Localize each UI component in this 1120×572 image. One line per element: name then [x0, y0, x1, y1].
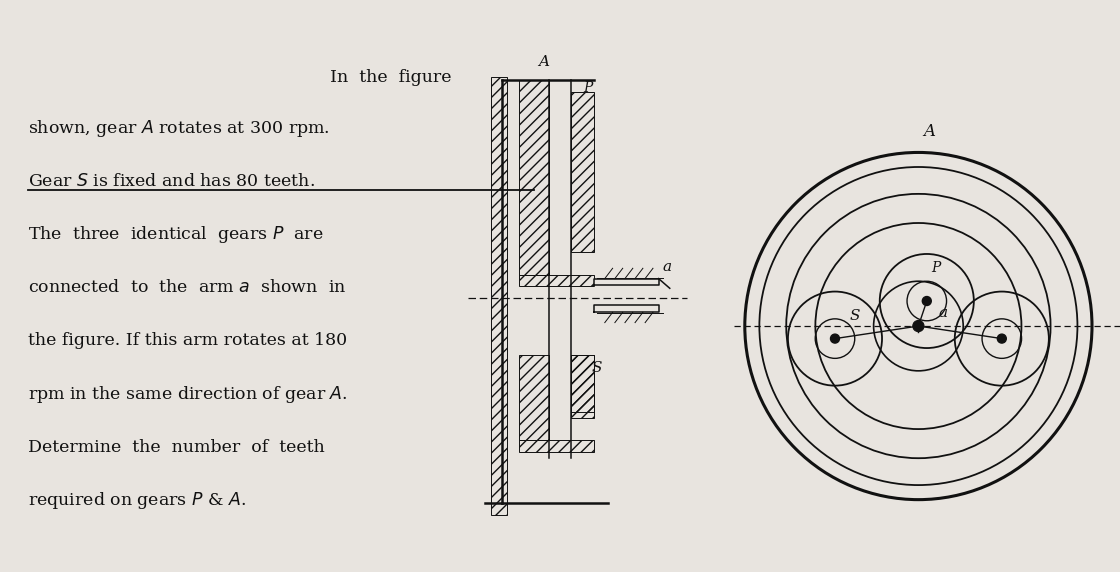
Text: shown, gear $\mathit{A}$ rotates at 300 rpm.: shown, gear $\mathit{A}$ rotates at 300 … [28, 118, 329, 139]
Text: A: A [538, 55, 549, 69]
Polygon shape [594, 305, 659, 312]
Text: S: S [591, 361, 603, 375]
Text: The  three  identical  gears $\mathit{P}$  are: The three identical gears $\mathit{P}$ a… [28, 224, 324, 245]
Text: P: P [584, 81, 592, 94]
Ellipse shape [922, 296, 931, 305]
Ellipse shape [745, 153, 1092, 499]
Text: a: a [939, 307, 948, 320]
Text: In  the  figure: In the figure [330, 69, 451, 86]
Polygon shape [594, 279, 659, 285]
Text: required on gears $\mathit{P}$ & $\mathit{A}$.: required on gears $\mathit{P}$ & $\mathi… [28, 490, 246, 511]
Text: Gear $\mathit{S}$ is fixed and has 80 teeth.: Gear $\mathit{S}$ is fixed and has 80 te… [28, 173, 315, 190]
Text: connected  to  the  arm $\mathit{a}$  shown  in: connected to the arm $\mathit{a}$ shown … [28, 279, 346, 296]
Text: rpm in the same direction of gear $\mathit{A}$.: rpm in the same direction of gear $\math… [28, 384, 347, 404]
Text: S: S [849, 309, 860, 323]
Ellipse shape [913, 320, 924, 332]
Text: the figure. If this arm rotates at 180: the figure. If this arm rotates at 180 [28, 332, 347, 349]
Text: Determine  the  number  of  teeth: Determine the number of teeth [28, 439, 325, 456]
Ellipse shape [997, 334, 1006, 343]
Text: P: P [931, 261, 941, 275]
Ellipse shape [831, 334, 840, 343]
Text: A: A [924, 124, 935, 140]
Text: a: a [663, 260, 672, 273]
